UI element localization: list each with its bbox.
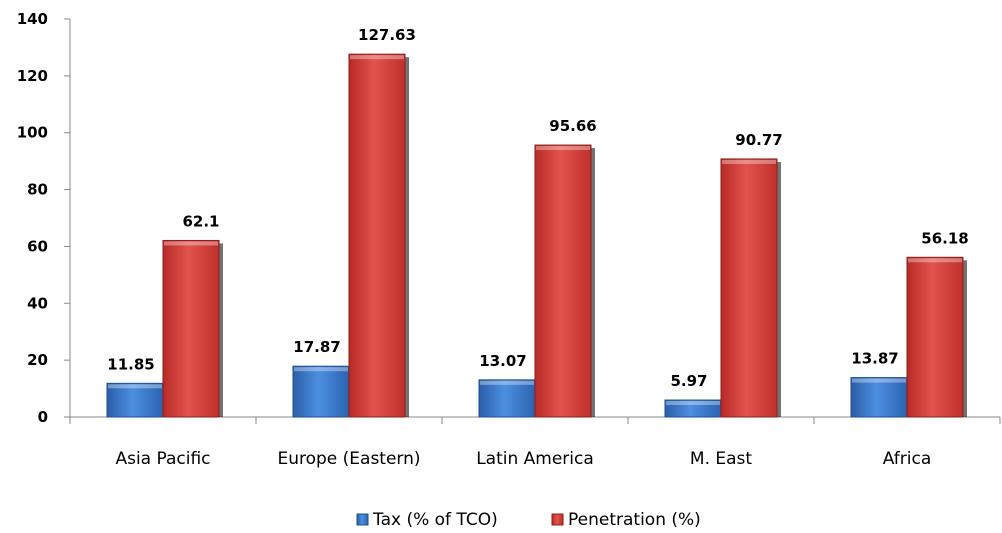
bar [162, 239, 220, 418]
data-label: 13.07 [479, 352, 526, 370]
bar-highlight [480, 380, 534, 385]
bars [106, 53, 967, 418]
y-tick-label: 0 [38, 408, 48, 426]
y-tick-label: 120 [17, 67, 48, 85]
data-label: 62.1 [182, 212, 219, 230]
legend: Tax (% of TCO) Penetration (%) [356, 510, 701, 530]
legend-swatch [551, 513, 564, 526]
bar-highlight [852, 378, 906, 383]
legend-label: Tax (% of TCO) [372, 510, 498, 530]
data-label: 11.85 [107, 355, 154, 373]
y-tick-label: 20 [27, 351, 48, 369]
y-tick-label: 100 [17, 124, 48, 142]
bar [478, 379, 536, 418]
bar [292, 365, 350, 418]
x-tick-label: Africa [883, 449, 932, 469]
bar-highlight [350, 55, 404, 60]
bar-highlight [108, 384, 162, 389]
y-tick-label: 60 [27, 237, 48, 255]
x-tick-label: Asia Pacific [115, 449, 210, 469]
data-label: 5.97 [670, 372, 707, 390]
legend-label: Penetration (%) [568, 510, 701, 530]
data-label: 13.87 [851, 350, 898, 368]
bar-highlight [294, 367, 348, 372]
bar [106, 382, 164, 418]
y-tick-label: 40 [27, 294, 48, 312]
bar [850, 377, 908, 418]
bar [534, 144, 592, 418]
bar [906, 256, 964, 418]
x-tick-label: M. East [690, 449, 752, 469]
data-label: 127.63 [358, 26, 416, 44]
bar-highlight [908, 258, 962, 263]
bar [348, 53, 406, 418]
bar-highlight [666, 401, 720, 406]
data-labels: 11.85 17.87 13.07 5.97 13.87 62.1 127.63 95.66 9… [107, 26, 968, 390]
bar-highlight [536, 146, 590, 151]
data-label: 17.87 [293, 338, 340, 356]
legend-swatch [356, 513, 369, 526]
data-label: 56.18 [921, 229, 968, 247]
data-label: 90.77 [735, 131, 782, 149]
bar-highlight [722, 159, 776, 164]
axes: 0 20 40 60 80 100 120 140 Asia Pacific Europe (Ea… [17, 10, 1001, 469]
x-tick-label: Latin America [476, 449, 594, 469]
data-label: 95.66 [549, 117, 596, 135]
y-tick-label: 80 [27, 181, 48, 199]
y-tick-label: 140 [17, 10, 48, 28]
bar-highlight [164, 241, 218, 246]
bar [720, 158, 778, 418]
x-tick-label: Europe (Eastern) [277, 449, 420, 469]
